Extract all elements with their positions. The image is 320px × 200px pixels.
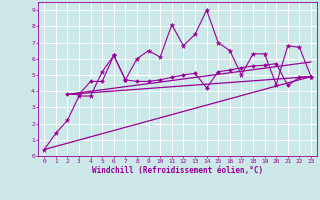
X-axis label: Windchill (Refroidissement éolien,°C): Windchill (Refroidissement éolien,°C) (92, 166, 263, 175)
